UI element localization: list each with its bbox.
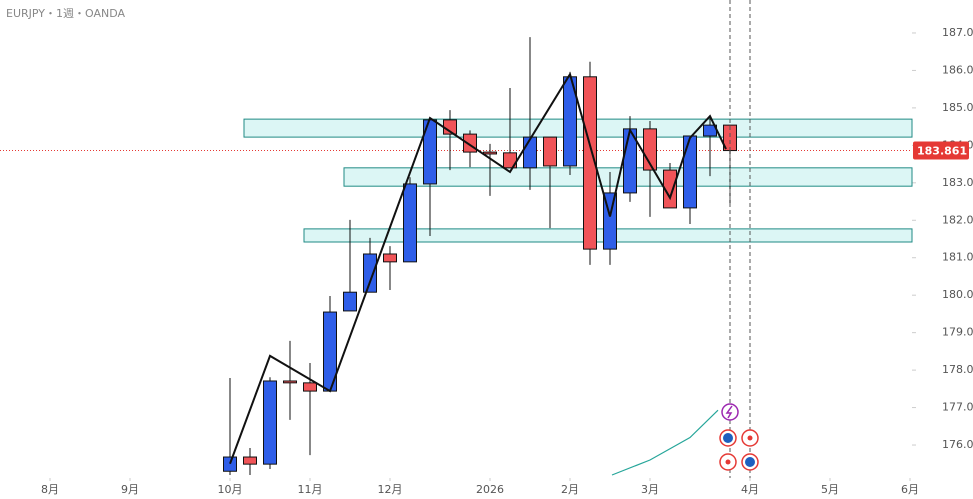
chart-title: EURJPY・1週・OANDA [6,7,125,20]
candle-body [683,135,697,209]
y-tick-label: 186.000 [942,63,973,76]
y-tick-label: 181.000 [942,251,973,264]
y-tick-label: 179.000 [942,326,973,339]
candle-body [543,136,557,167]
x-tick-label: 9月 [121,483,139,496]
candle-body [663,169,677,209]
x-tick-label: 8月 [41,483,59,496]
event-icon-glyph [747,435,753,441]
y-tick-label: 183.000 [942,176,973,189]
y-tick-label: 180.000 [942,288,973,301]
candle-body [583,76,597,250]
event-icon[interactable] [721,403,739,421]
candle-body [263,380,277,465]
x-tick-label: 12月 [378,483,403,496]
last-price-box [913,141,969,160]
candle-body [483,151,497,155]
candle-body [363,253,377,293]
event-icon-glyph [723,433,733,443]
y-tick-label: 185.000 [942,101,973,114]
x-tick-label: 3月 [641,483,659,496]
candle-body [403,183,417,263]
candle-body [243,456,257,465]
indicator-line [611,409,719,476]
zone [243,118,913,138]
event-icon-glyph [725,405,733,419]
x-tick-label: 10月 [218,483,243,496]
candle-body [283,380,297,384]
y-tick-label: 182.000 [942,213,973,226]
plot [0,32,916,481]
candle-body [383,253,397,263]
y-tick-label: 178.000 [942,363,973,376]
event-icon-glyph [725,459,731,465]
candle-body [303,382,317,392]
x-tick-label: 5月 [821,483,839,496]
x-tick-label: 2026 [476,483,504,496]
last-price-label: 183.861 [917,145,967,158]
y-tick-label: 176.000 [942,438,973,451]
x-tick-label: 6月 [901,483,919,496]
y-tick-label: 177.000 [942,401,973,414]
x-tick-label: 11月 [298,483,323,496]
y-tick-label: 187.000 [942,26,973,39]
zigzag-line [229,71,727,465]
x-tick-label: 2月 [561,483,579,496]
x-tick-label: 4月 [741,483,759,496]
candle-body [343,291,357,312]
candle-body [523,136,537,169]
event-icon-glyph [745,457,755,467]
candle-body [223,456,237,472]
